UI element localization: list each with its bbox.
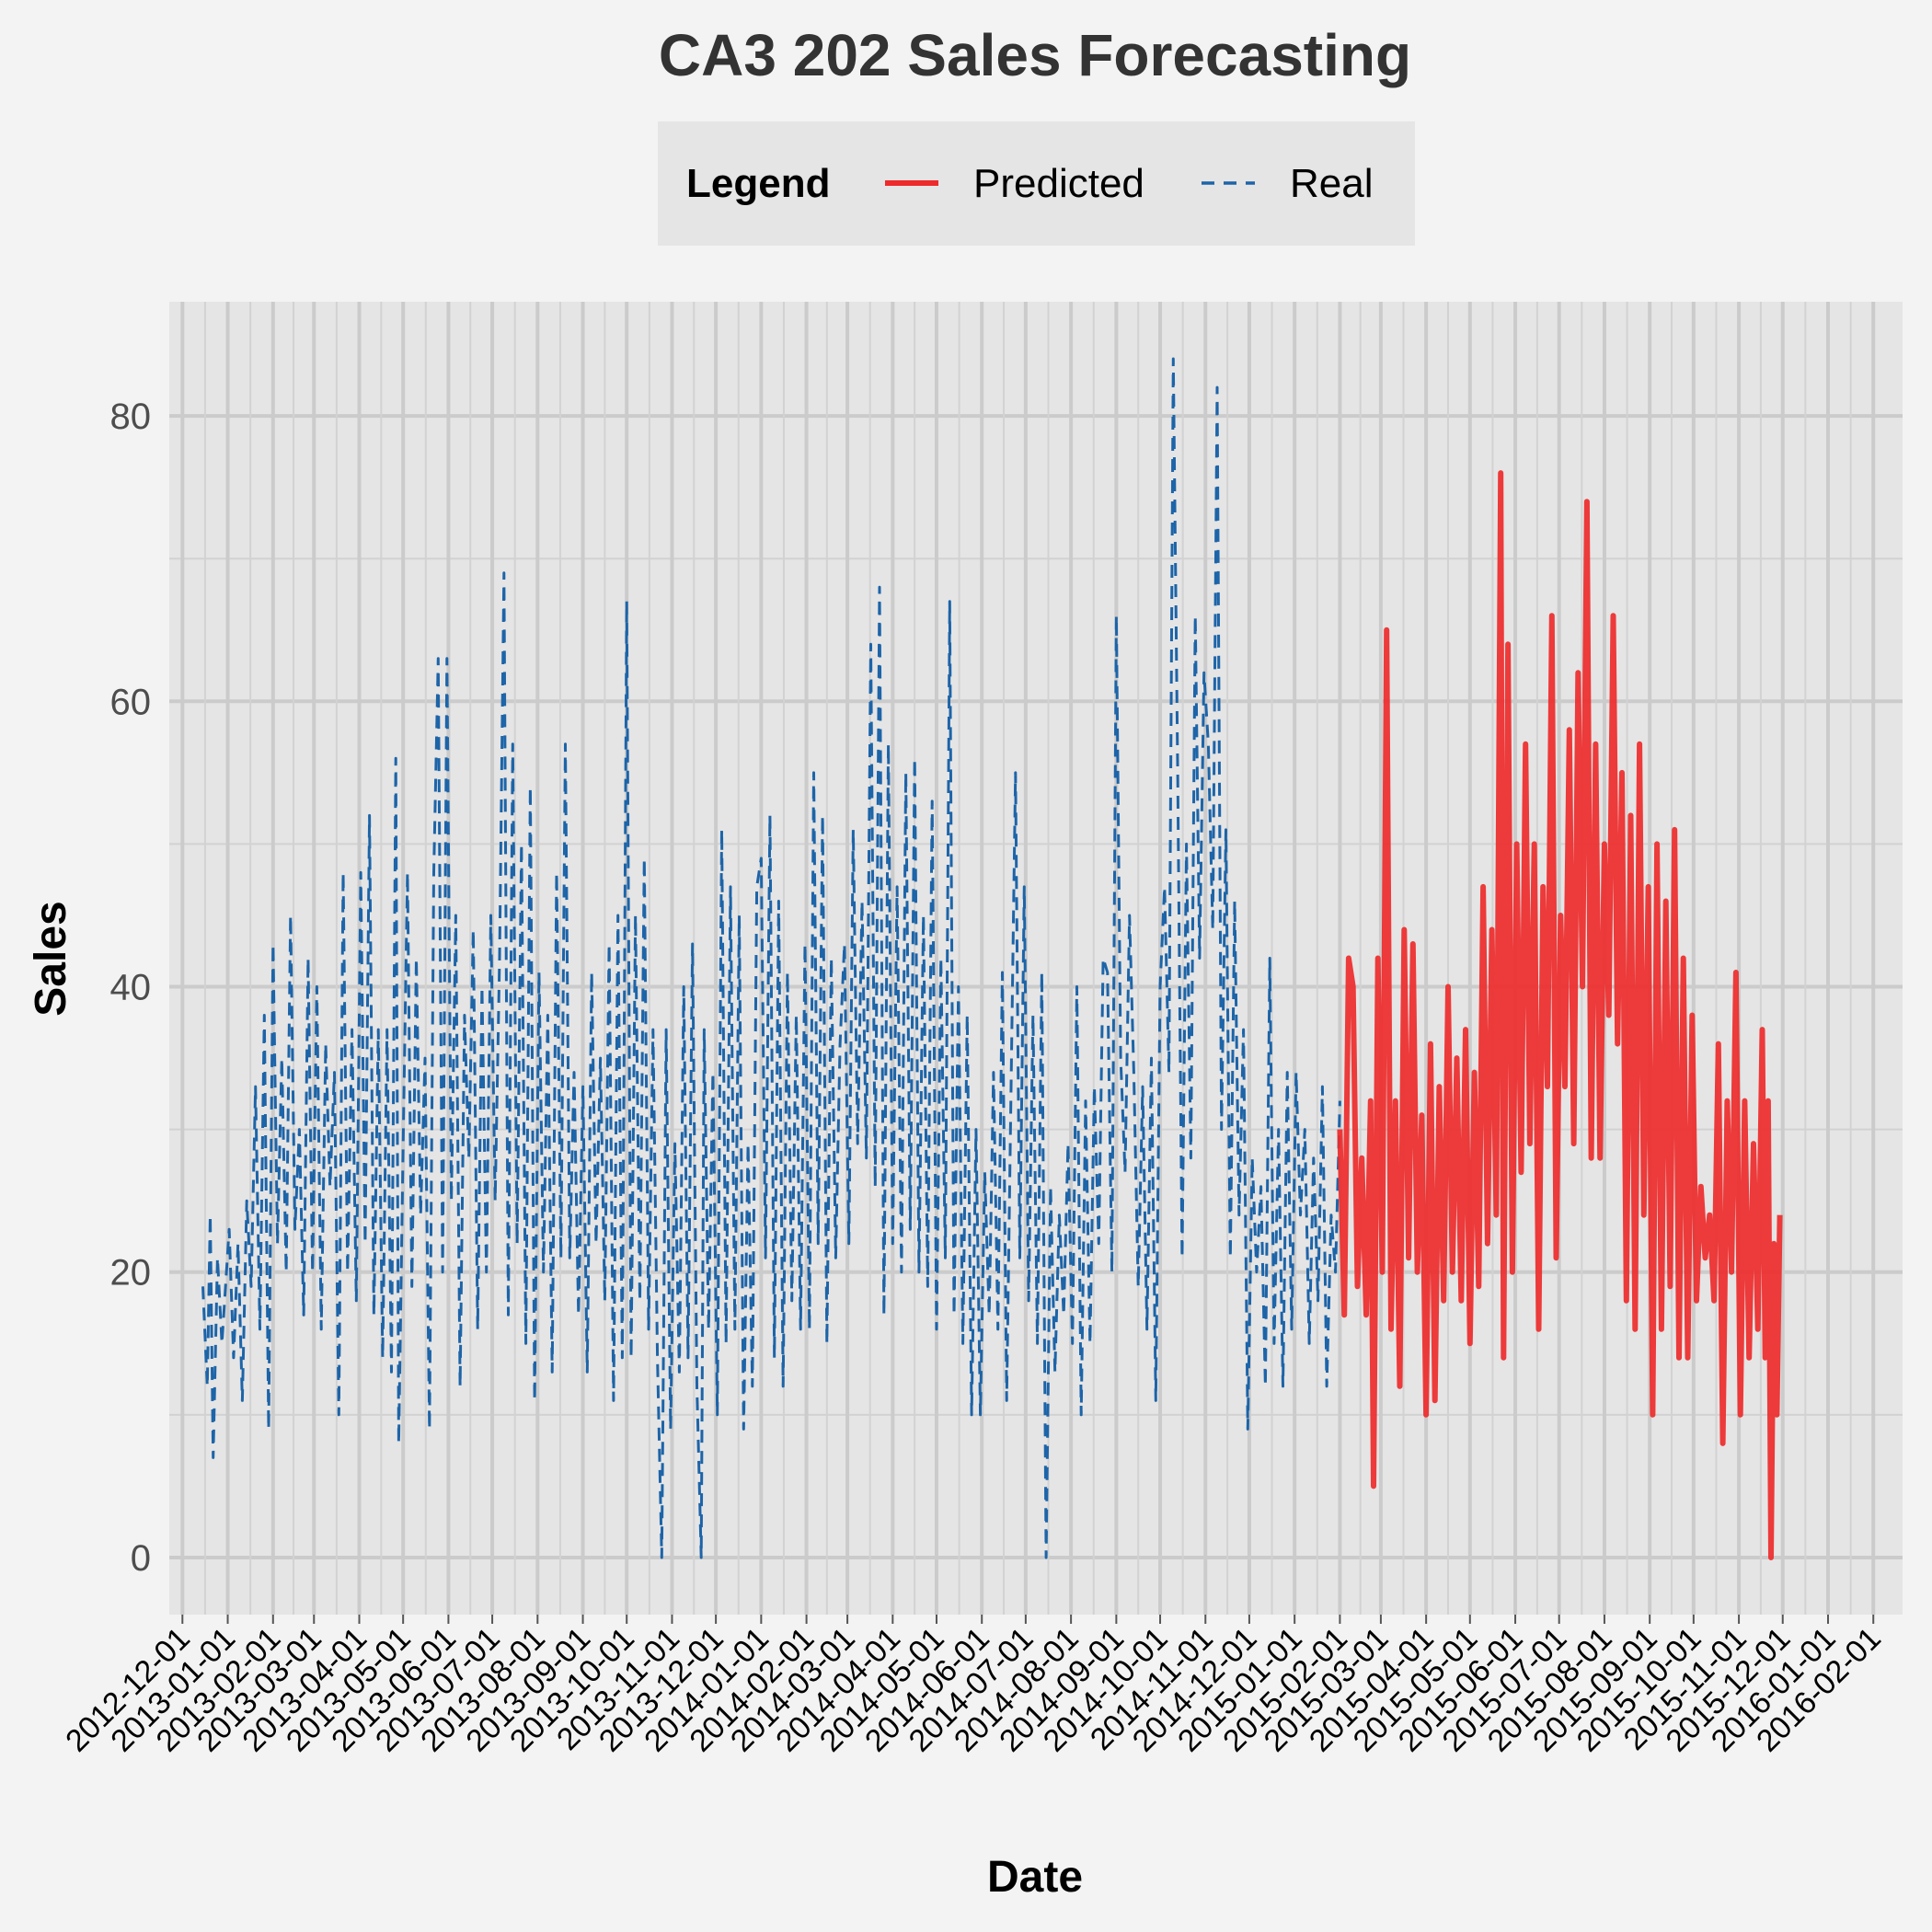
y-tick-label: 60	[110, 682, 152, 722]
legend-title: Legend	[686, 161, 830, 206]
series	[201, 357, 1783, 1560]
y-axis-title: Sales	[27, 901, 75, 1016]
series-line-predicted	[1337, 470, 1783, 1560]
x-axis: 2012-12-012013-01-012013-02-012013-03-01…	[59, 1615, 1888, 1759]
y-axis: 0 20 40 60 80	[110, 397, 152, 1579]
y-tick-label: 40	[110, 968, 152, 1008]
chart-title: CA3 202 Sales Forecasting	[659, 22, 1411, 88]
plot-panel	[169, 302, 1903, 1615]
x-axis-title: Date	[987, 1853, 1083, 1902]
y-tick-label: 20	[110, 1253, 152, 1294]
legend: Legend Predicted Real	[658, 121, 1415, 246]
legend-label-real: Real	[1290, 161, 1374, 206]
series-line-real	[201, 357, 1341, 1559]
y-tick-label: 0	[131, 1538, 151, 1579]
y-tick-label: 80	[110, 397, 152, 437]
legend-label-predicted: Predicted	[973, 161, 1144, 206]
legend-box	[658, 121, 1415, 246]
